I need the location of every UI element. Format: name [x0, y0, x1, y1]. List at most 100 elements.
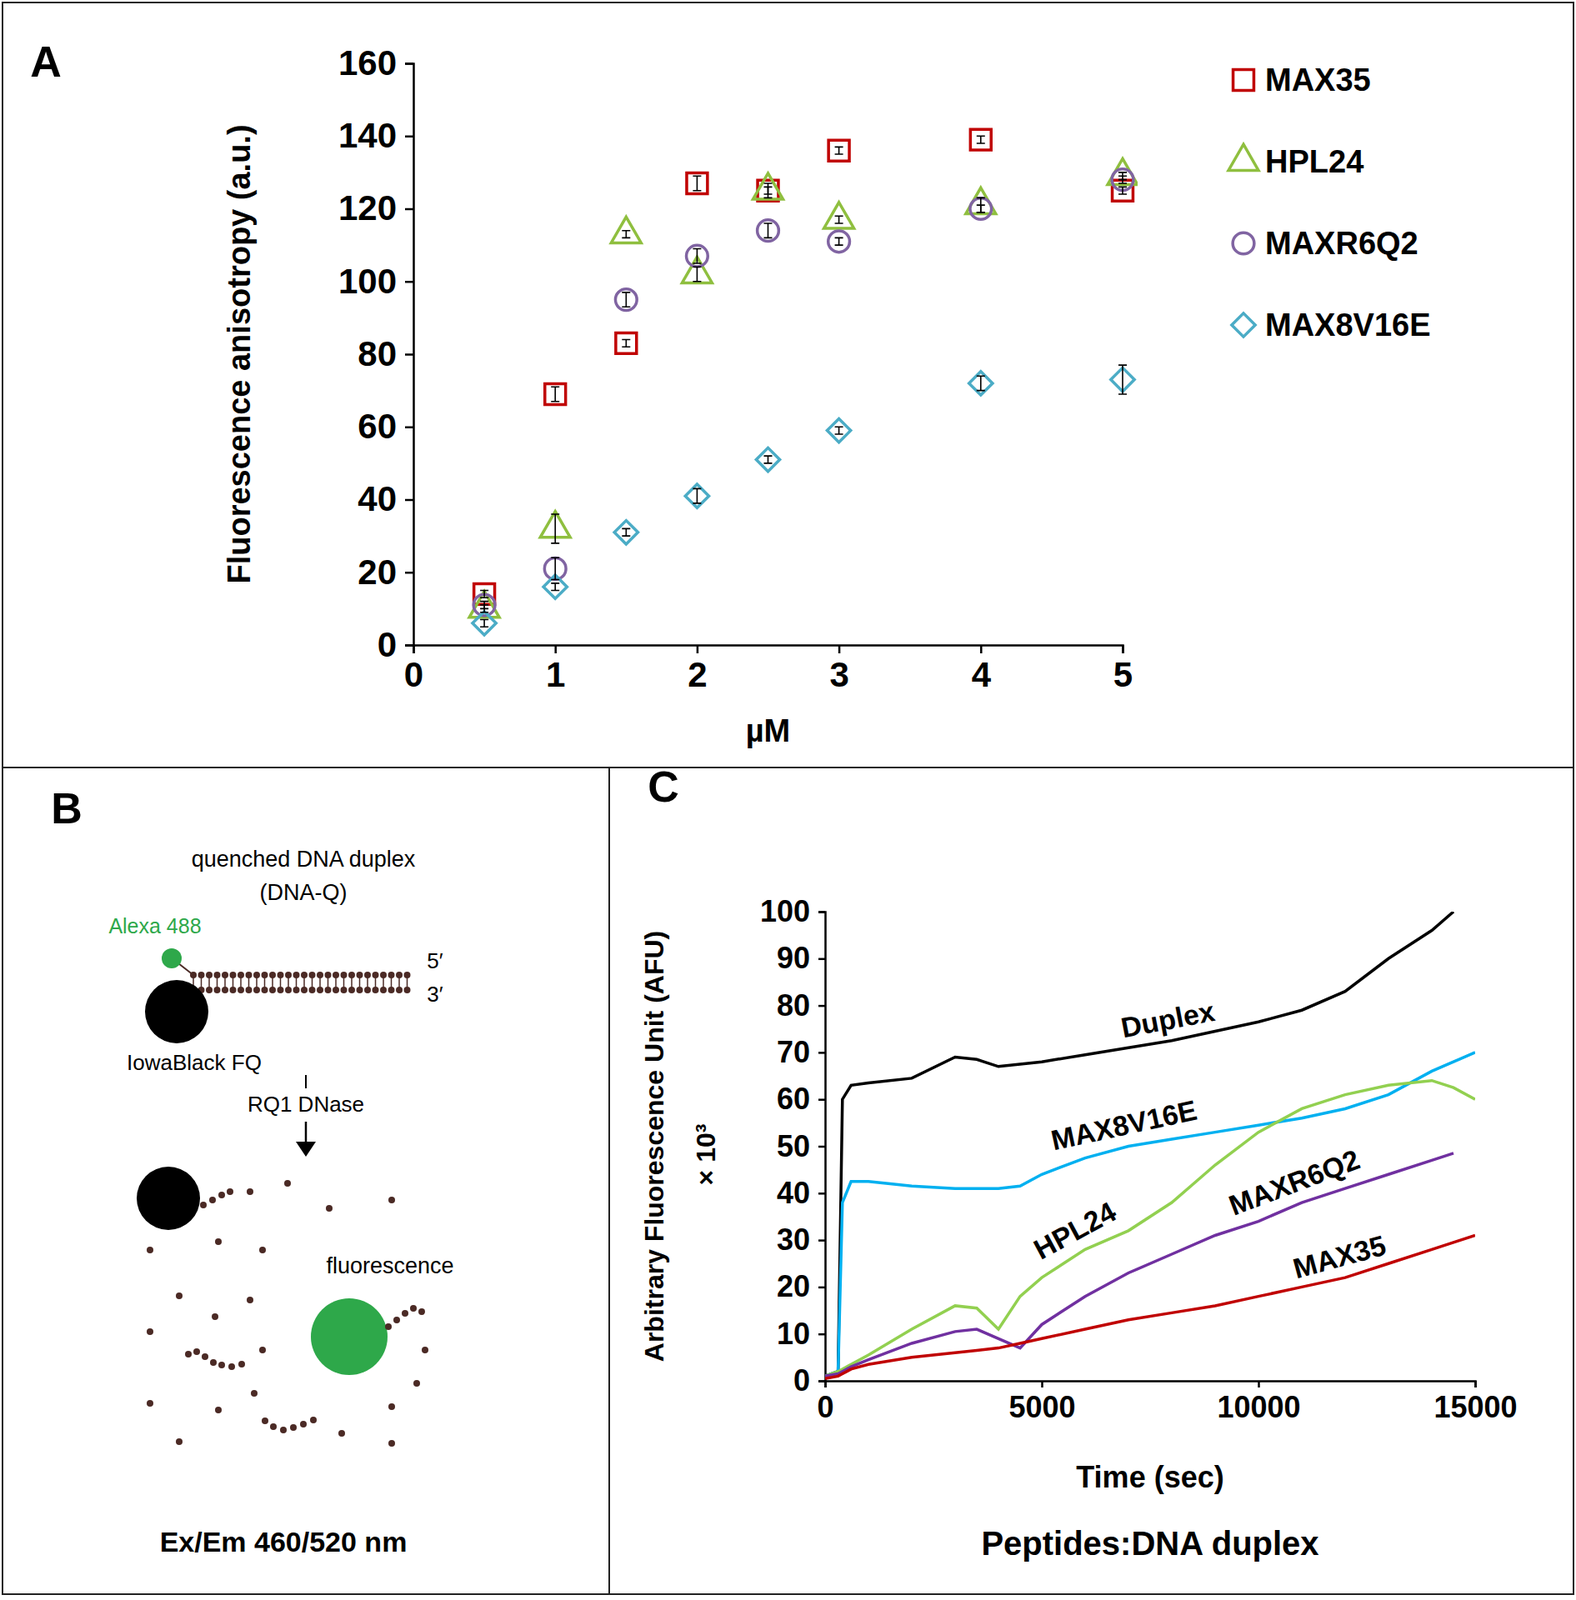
y-axis-tick: 30	[776, 1222, 826, 1257]
legend-label: HPL24	[1265, 144, 1364, 180]
nucleotide	[221, 986, 229, 994]
nucleotide	[237, 971, 245, 979]
y-axis-tick-mark	[818, 1286, 826, 1290]
data-line	[825, 1052, 1476, 1376]
nucleotide-fragment	[300, 1420, 307, 1428]
nucleotide-fragment	[388, 1196, 396, 1204]
y-axis-tick: 20	[357, 552, 414, 592]
nucleotide	[221, 971, 229, 979]
y-axis-tick-mark	[405, 208, 414, 211]
y-axis-tick: 20	[776, 1269, 826, 1304]
nucleotide	[277, 971, 285, 979]
error-bar	[835, 146, 844, 155]
panel-letter: B	[50, 784, 83, 833]
nucleotide	[261, 986, 269, 994]
y-axis-tick-label: 100	[760, 894, 811, 929]
x-axis: 012345	[404, 645, 1133, 695]
legend-label: MAX8V16E	[1265, 307, 1431, 343]
y-axis-tick-mark	[405, 353, 414, 356]
data-point	[685, 484, 709, 508]
y-axis-tick-label: 30	[776, 1222, 811, 1257]
panel-divider	[608, 767, 611, 1595]
nucleotide-fragment	[215, 1406, 222, 1414]
x-axis-tick-mark	[554, 645, 557, 654]
y-axis-tick-mark	[818, 1333, 826, 1336]
error-bar	[835, 426, 844, 435]
nucleotide-fragment	[310, 1416, 317, 1424]
y-axis-tick: 40	[357, 479, 414, 519]
x-axis-tick-label: 15000	[1433, 1390, 1517, 1425]
x-axis-tick: 2	[687, 645, 707, 695]
error-bar	[480, 619, 489, 627]
nucleotide-fragment	[261, 1417, 269, 1425]
quencher-label: IowaBlack FQ	[126, 1050, 262, 1076]
nucleotide	[245, 971, 253, 979]
y-axis-tick-label: 50	[776, 1129, 811, 1164]
y-axis-tick-mark	[818, 1192, 826, 1196]
series-label: MAX8V16E	[1048, 1094, 1201, 1157]
y-axis-tick: 80	[357, 334, 414, 374]
error-bar	[1118, 186, 1127, 195]
nucleotide-fragment	[250, 1390, 258, 1397]
x-axis-tick-label: 0	[404, 655, 424, 695]
nucleotide	[348, 971, 356, 979]
nucleotide	[332, 971, 340, 979]
error-bar	[692, 248, 701, 263]
y-axis-tick-label: 60	[357, 406, 397, 446]
y-axis-tick: 70	[776, 1035, 826, 1070]
data-line	[825, 1153, 1454, 1376]
y-axis-tick-label: 20	[357, 552, 397, 592]
nucleotide-fragment	[228, 1363, 236, 1371]
data-point	[615, 332, 637, 354]
strand-end: 5′	[426, 948, 443, 974]
error-bar	[692, 266, 701, 281]
nucleotide	[356, 971, 364, 979]
nucleotide-fragment	[413, 1380, 421, 1387]
x-axis-tick-mark	[838, 645, 841, 654]
nucleotide	[380, 971, 387, 979]
y-axis-tick-mark	[818, 1005, 826, 1008]
nucleotide-fragment	[418, 1308, 426, 1316]
nucleotide	[293, 986, 301, 994]
x-axis-tick-label: 1	[545, 655, 566, 695]
nucleotide	[309, 971, 316, 979]
product-label: fluorescence	[325, 1253, 454, 1279]
nucleotide-fragment	[201, 1353, 209, 1361]
nucleotide	[388, 971, 396, 979]
nucleotide	[237, 986, 245, 994]
nucleotide-fragment	[325, 1205, 333, 1212]
y-axis-tick-mark	[818, 1239, 826, 1242]
y-axis-tick-mark	[818, 1145, 826, 1149]
series-label: MAX35	[1290, 1229, 1390, 1285]
reaction-arrow	[305, 1121, 308, 1144]
nucleotide-fragment	[259, 1246, 266, 1254]
nucleotide	[309, 986, 316, 994]
diagram-subtitle: (DNA-Q)	[260, 880, 348, 906]
error-bar	[764, 223, 773, 238]
error-bar	[835, 215, 844, 224]
data-point	[826, 418, 851, 442]
nucleotide-fragment	[218, 1191, 226, 1199]
nucleotide-fragment	[193, 1348, 201, 1356]
legend-marker	[1231, 313, 1256, 337]
nucleotide-fragment	[209, 1196, 216, 1204]
x-axis-tick-mark	[1121, 645, 1125, 654]
fluorophore-product	[310, 1298, 388, 1376]
nucleotide	[261, 971, 269, 979]
nucleotide	[269, 986, 276, 994]
data-point	[755, 447, 780, 471]
nucleotide	[395, 971, 403, 979]
error-bar	[1118, 175, 1127, 184]
x-axis-line	[414, 645, 1124, 655]
y-axis-tick-label: 0	[377, 625, 397, 665]
x-axis-line	[825, 1381, 1476, 1389]
nucleotide-fragment	[259, 1346, 266, 1354]
reaction-line	[305, 1075, 307, 1089]
series-label: Duplex	[1118, 995, 1218, 1044]
nucleotide-fragment	[270, 1423, 277, 1431]
error-bar	[1118, 365, 1127, 395]
quencher-product	[136, 1166, 201, 1231]
plot-a-marks	[469, 129, 1138, 636]
nucleotide	[285, 971, 292, 979]
figure-frame	[2, 2, 1574, 1595]
